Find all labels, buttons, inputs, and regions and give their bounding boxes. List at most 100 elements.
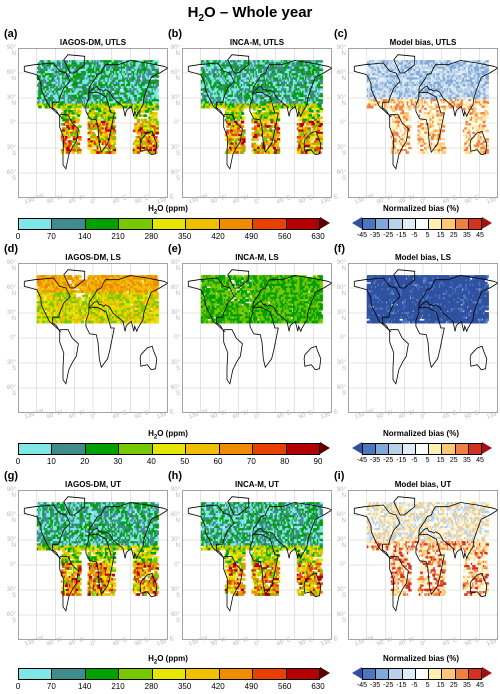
coastline — [303, 130, 322, 156]
grid-cell — [299, 110, 303, 113]
grid-cell — [272, 146, 277, 150]
grid-cell — [316, 118, 321, 122]
grid-cell — [136, 151, 141, 154]
grid-cell — [295, 60, 299, 63]
grid-cell — [268, 127, 273, 130]
grid-cell — [226, 112, 230, 115]
grid-cell — [254, 151, 258, 154]
grid-cell — [56, 60, 61, 63]
grid-cell — [152, 149, 157, 152]
grid-cell — [254, 136, 258, 139]
grid-cell — [298, 136, 302, 139]
grid-cell — [86, 73, 90, 76]
grid-cell — [112, 114, 117, 117]
grid-cell — [303, 129, 307, 133]
grid-cell — [304, 131, 309, 135]
grid-cell — [299, 112, 303, 115]
grid-cell — [146, 73, 150, 76]
grid-cell — [152, 103, 157, 107]
grid-cell — [130, 81, 134, 85]
grid-cell — [250, 79, 254, 83]
grid-cell — [136, 146, 141, 150]
grid-cell — [122, 84, 126, 87]
grid-cell — [108, 60, 113, 63]
grid-cell — [148, 151, 153, 154]
grid-cell — [95, 140, 99, 143]
grid-cell — [124, 77, 129, 81]
grid-cell — [72, 84, 77, 87]
grid-cell — [316, 114, 321, 117]
grid-cell — [136, 77, 141, 81]
grid-cell — [68, 120, 73, 124]
grid-cell — [96, 107, 101, 111]
grid-cell — [238, 105, 242, 109]
grid-cell — [150, 140, 154, 143]
grid-cell — [308, 149, 313, 152]
grid-cell — [154, 64, 158, 68]
grid-cell — [51, 86, 55, 89]
grid-cell — [314, 107, 318, 111]
latitude-label: 90° N — [170, 45, 180, 57]
grid-cell — [143, 60, 147, 63]
grid-cell — [115, 92, 119, 96]
grid-cell — [146, 151, 150, 154]
grid-cell — [63, 116, 67, 120]
grid-cell — [235, 68, 239, 72]
grid-cell — [79, 101, 83, 104]
grid-cell — [100, 107, 105, 111]
grid-cell — [252, 138, 257, 141]
grid-cell — [212, 79, 217, 83]
grid-cell — [250, 88, 254, 91]
grid-cell — [316, 146, 321, 150]
grid-cell — [66, 120, 70, 124]
grid-cell — [278, 94, 282, 98]
grid-cell — [63, 118, 67, 122]
grid-cell — [44, 81, 49, 85]
grid-cell — [382, 66, 387, 70]
grid-cell — [239, 81, 243, 85]
grid-cell — [155, 123, 159, 126]
grid-cell — [227, 105, 231, 109]
grid-cell — [254, 133, 258, 137]
grid-cell — [262, 114, 266, 117]
grid-cell — [304, 90, 309, 94]
grid-cell — [271, 99, 275, 102]
grid-cell — [144, 97, 149, 100]
grid-cell — [298, 73, 302, 76]
grid-cell — [228, 103, 233, 107]
grid-cell — [239, 68, 243, 72]
grid-cell — [312, 146, 317, 150]
grid-cell — [139, 136, 143, 139]
grid-cell — [155, 101, 159, 104]
grid-cell — [110, 116, 114, 120]
grid-cell — [154, 116, 158, 120]
grid-cell — [58, 75, 62, 78]
grid-cell — [264, 79, 269, 83]
grid-cell — [274, 73, 278, 76]
grid-cell — [286, 68, 290, 72]
grid-cell — [418, 64, 423, 68]
grid-cell — [409, 64, 413, 68]
grid-cell — [306, 116, 310, 120]
grid-cell — [102, 81, 106, 85]
map-frame — [182, 48, 332, 198]
grid-cell — [226, 110, 230, 113]
grid-cell — [272, 79, 277, 83]
grid-cell — [136, 118, 141, 122]
grid-cell — [211, 86, 215, 89]
grid-cell — [230, 151, 234, 154]
grid-cell — [298, 144, 302, 148]
grid-cell — [63, 133, 67, 137]
grid-cell — [308, 60, 313, 63]
grid-cell — [43, 79, 47, 83]
grid-cell — [315, 125, 319, 128]
grid-cell — [319, 127, 323, 130]
grid-cell — [256, 151, 261, 154]
grid-cell — [276, 118, 281, 122]
grid-cell — [102, 123, 106, 126]
grid-cell — [232, 62, 237, 65]
grid-cell — [100, 84, 105, 87]
grid-cell — [254, 120, 258, 124]
grid-cell — [136, 110, 141, 113]
grid-cell — [416, 71, 420, 74]
